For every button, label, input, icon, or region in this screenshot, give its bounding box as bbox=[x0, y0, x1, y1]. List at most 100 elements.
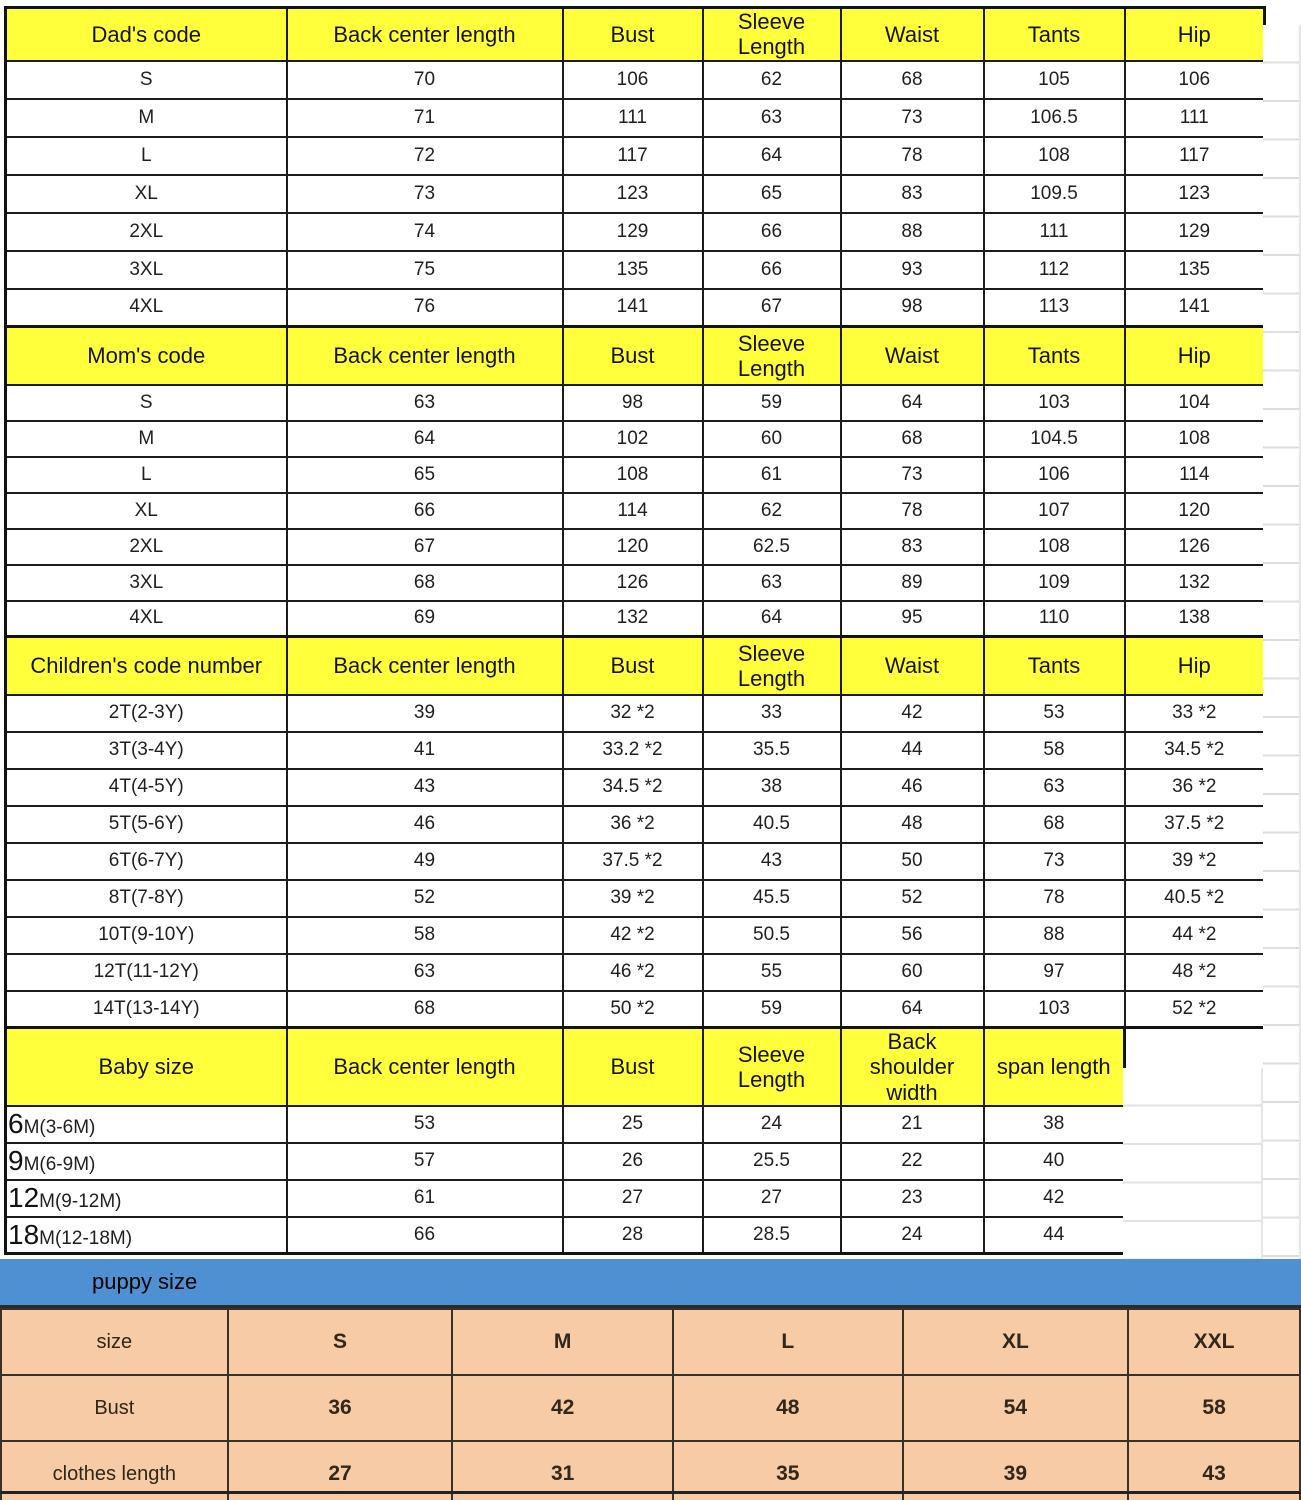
data-cell: 89 bbox=[839, 563, 985, 602]
data-cell: 48 *2 bbox=[1123, 952, 1266, 992]
puppy-data-cell: L bbox=[671, 1308, 904, 1376]
puppy-data-cell: 31 bbox=[451, 1440, 674, 1500]
column-header-cell: Bust bbox=[561, 325, 704, 386]
data-cell: 38 bbox=[982, 1104, 1126, 1144]
data-cell: 56 bbox=[839, 915, 985, 955]
table-row: L 65 108 61 73 106 114 bbox=[4, 455, 1266, 494]
data-cell: 69 bbox=[285, 599, 564, 638]
row-label-cell: 6M(3-6M) bbox=[4, 1104, 288, 1144]
data-cell: 50 bbox=[839, 841, 985, 881]
puppy-data-cell: 39 bbox=[901, 1440, 1130, 1500]
data-cell: 35.5 bbox=[701, 730, 842, 770]
puppy-size-table: size S M L XL XXL Bust 36 42 48 54 58 clothes length… bbox=[0, 1308, 1301, 1500]
data-cell: 114 bbox=[1123, 455, 1266, 494]
baby-label-prefix: 12 bbox=[8, 1182, 40, 1214]
data-cell: 61 bbox=[285, 1178, 564, 1218]
data-cell: 52 *2 bbox=[1123, 989, 1266, 1029]
data-cell: 65 bbox=[285, 455, 564, 494]
data-cell: 46 *2 bbox=[561, 952, 704, 992]
table-row: 12M(9-12M) 61 27 27 23 42 bbox=[4, 1178, 1126, 1218]
table-row: L 72 117 64 78 108 117 bbox=[4, 135, 1266, 176]
table-row: 3T(3-4Y) 41 33.2 *2 35.5 44 58 34.5 *2 bbox=[4, 730, 1266, 770]
row-label-cell: 3XL bbox=[4, 249, 288, 290]
data-cell: 40 bbox=[982, 1141, 1126, 1181]
data-cell: 66 bbox=[285, 491, 564, 530]
data-cell: 129 bbox=[561, 211, 704, 252]
table-row: 2T(2-3Y) 39 32 *2 33 42 53 33 *2 bbox=[4, 693, 1266, 733]
column-header-cell: Sleeve Length bbox=[701, 325, 842, 386]
mom-corner-header: Mom's code bbox=[4, 325, 288, 386]
data-cell: 129 bbox=[1123, 211, 1266, 252]
row-label-cell: L bbox=[4, 135, 288, 176]
mom-size-table: Mom's code Back center length Bust Sleeve L… bbox=[4, 325, 1266, 639]
row-label-cell: XL bbox=[4, 491, 288, 530]
data-cell: 63 bbox=[701, 563, 842, 602]
row-label-cell: 3XL bbox=[4, 563, 288, 602]
data-cell: 44 bbox=[839, 730, 985, 770]
baby-label-rest: M(9-12M) bbox=[39, 1191, 122, 1213]
data-cell: 57 bbox=[285, 1141, 564, 1181]
row-label-cell: 9M(6-9M) bbox=[4, 1141, 288, 1181]
row-label-cell: 4XL bbox=[4, 599, 288, 638]
data-cell: 109 bbox=[982, 563, 1126, 602]
data-cell: 68 bbox=[285, 563, 564, 602]
table-row: S 63 98 59 64 103 104 bbox=[4, 383, 1266, 422]
row-label-cell: 8T(7-8Y) bbox=[4, 878, 288, 918]
puppy-row-label-cell: size bbox=[0, 1308, 229, 1376]
baby-label-rest: M(3-6M) bbox=[23, 1117, 96, 1139]
data-cell: 117 bbox=[561, 135, 704, 176]
column-header-cell: Back center length bbox=[285, 6, 564, 62]
data-cell: 58 bbox=[285, 915, 564, 955]
table-row: 4T(4-5Y) 43 34.5 *2 38 46 63 36 *2 bbox=[4, 767, 1266, 807]
table-row: 4XL 76 141 67 98 113 141 bbox=[4, 287, 1266, 328]
data-cell: 40.5 bbox=[701, 804, 842, 844]
data-cell: 75 bbox=[285, 249, 564, 290]
puppy-table-row: clothes length 27 31 35 39 43 bbox=[0, 1440, 1301, 1500]
puppy-data-cell: 36 bbox=[226, 1374, 454, 1442]
data-cell: 62 bbox=[701, 491, 842, 530]
data-cell: 93 bbox=[839, 249, 985, 290]
data-cell: 108 bbox=[982, 135, 1126, 176]
data-cell: 74 bbox=[285, 211, 564, 252]
table-row: 3XL 68 126 63 89 109 132 bbox=[4, 563, 1266, 602]
data-cell: 102 bbox=[561, 419, 704, 458]
data-cell: 106 bbox=[982, 455, 1126, 494]
data-cell: 21 bbox=[839, 1104, 985, 1144]
data-cell: 78 bbox=[839, 135, 985, 176]
row-label-cell: 2T(2-3Y) bbox=[4, 693, 288, 733]
data-cell: 98 bbox=[561, 383, 704, 422]
table-row: 2XL 67 120 62.5 83 108 126 bbox=[4, 527, 1266, 566]
column-header-cell: Back center length bbox=[285, 1026, 564, 1107]
data-cell: 106 bbox=[561, 59, 704, 100]
puppy-table-row: Bust 36 42 48 54 58 bbox=[0, 1374, 1301, 1442]
data-cell: 42 bbox=[982, 1178, 1126, 1218]
table-row: XL 73 123 65 83 109.5 123 bbox=[4, 173, 1266, 214]
puppy-size-bar-label: puppy size bbox=[92, 1269, 198, 1294]
data-cell: 73 bbox=[839, 455, 985, 494]
row-label-cell: 2XL bbox=[4, 527, 288, 566]
row-label-cell: 4T(4-5Y) bbox=[4, 767, 288, 807]
puppy-data-cell: 43 bbox=[1127, 1440, 1301, 1500]
data-cell: 61 bbox=[701, 455, 842, 494]
row-label-cell: 10T(9-10Y) bbox=[4, 915, 288, 955]
data-cell: 52 bbox=[839, 878, 985, 918]
data-cell: 60 bbox=[839, 952, 985, 992]
data-cell: 50.5 bbox=[701, 915, 842, 955]
row-label-cell: 14T(13-14Y) bbox=[4, 989, 288, 1029]
data-cell: 27 bbox=[561, 1178, 704, 1218]
bottom-border-line bbox=[0, 1491, 1301, 1494]
data-cell: 24 bbox=[839, 1215, 985, 1255]
data-cell: 108 bbox=[561, 455, 704, 494]
table-row: 3XL 75 135 66 93 112 135 bbox=[4, 249, 1266, 290]
table-row: 2XL 74 129 66 88 111 129 bbox=[4, 211, 1266, 252]
data-cell: 107 bbox=[982, 491, 1126, 530]
data-cell: 83 bbox=[839, 527, 985, 566]
column-header-cell: Back center length bbox=[285, 635, 564, 696]
data-cell: 42 *2 bbox=[561, 915, 704, 955]
baby-label-prefix: 18 bbox=[8, 1219, 40, 1251]
baby-label-prefix: 9 bbox=[8, 1145, 24, 1177]
data-cell: 110 bbox=[982, 599, 1126, 638]
data-cell: 103 bbox=[982, 989, 1126, 1029]
data-cell: 43 bbox=[701, 841, 842, 881]
baby-size-table: Baby size Back center length Bust Sleeve Le… bbox=[4, 1026, 1126, 1256]
